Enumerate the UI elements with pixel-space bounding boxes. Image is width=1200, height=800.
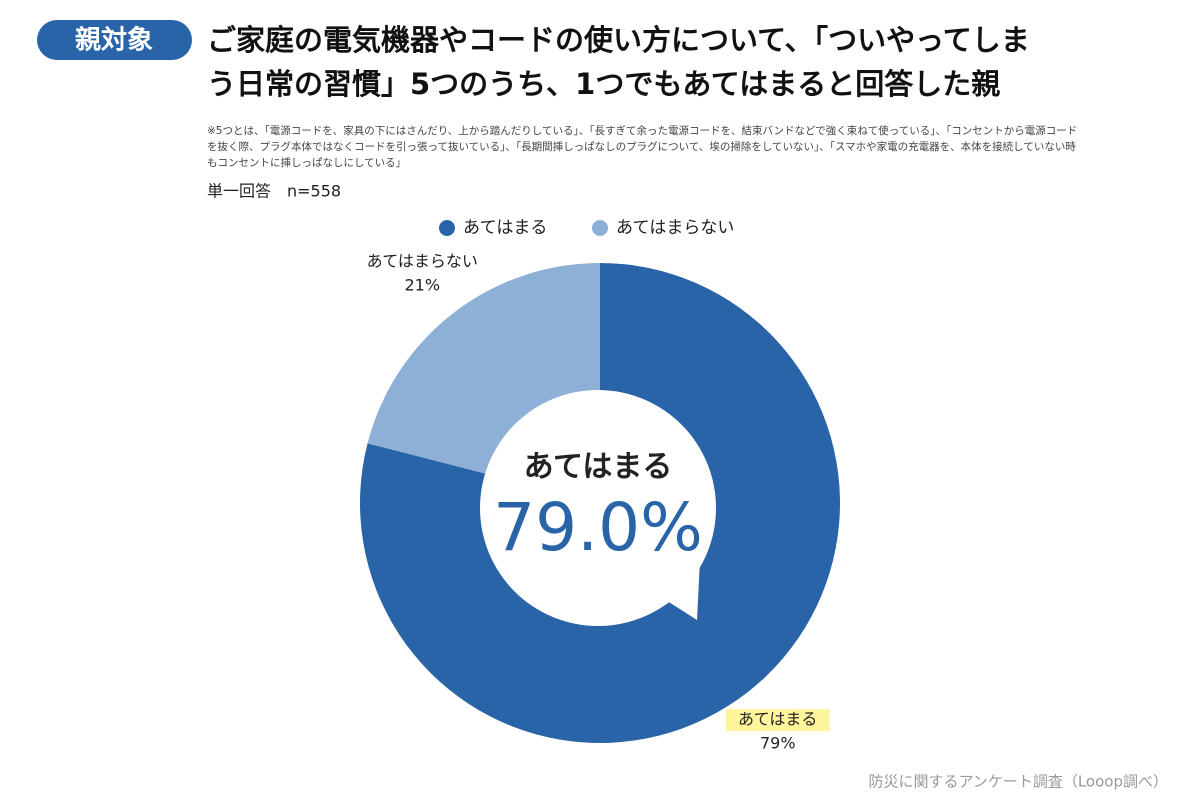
slice-value: 79%: [760, 734, 796, 753]
note: もコンセントに挿しっぱなしにしている」: [207, 156, 406, 169]
legend-swatch: [592, 220, 608, 236]
center-bubble: [480, 390, 716, 626]
center-value: 79.0%: [493, 489, 703, 566]
legend-swatch: [439, 220, 455, 236]
legend-label: あてはまらない: [616, 218, 734, 238]
source: 防災に関するアンケート調査（Looop調べ）: [868, 773, 1168, 791]
title: う日常の習慣」5つのうち、1つでもあてはまると回答した親: [207, 67, 1000, 101]
badge-bg: [37, 20, 192, 60]
slice-value: 21%: [404, 275, 440, 294]
legend-label: あてはまる: [463, 218, 547, 238]
label-highlight: [725, 709, 830, 732]
center-label: あてはまる: [524, 450, 673, 485]
note: を抜く際、プラグ本体ではなくコードを引っ張って抜いている」、「長期間挿しっぱなし…: [207, 140, 1076, 153]
bubble-tail: [650, 560, 700, 620]
slice-label: あてはまる: [738, 710, 817, 729]
subtitle: 単一回答 n=558: [207, 182, 341, 201]
title: ご家庭の電気機器やコードの使い方について、「ついやってしま: [207, 23, 1030, 57]
badge: 親対象: [75, 25, 153, 56]
note: ※5つとは、「電源コードを、家具の下にはさんだり、上から踏んだりしている」、「長…: [207, 124, 1077, 137]
slice-label: あてはまらない: [367, 251, 478, 270]
